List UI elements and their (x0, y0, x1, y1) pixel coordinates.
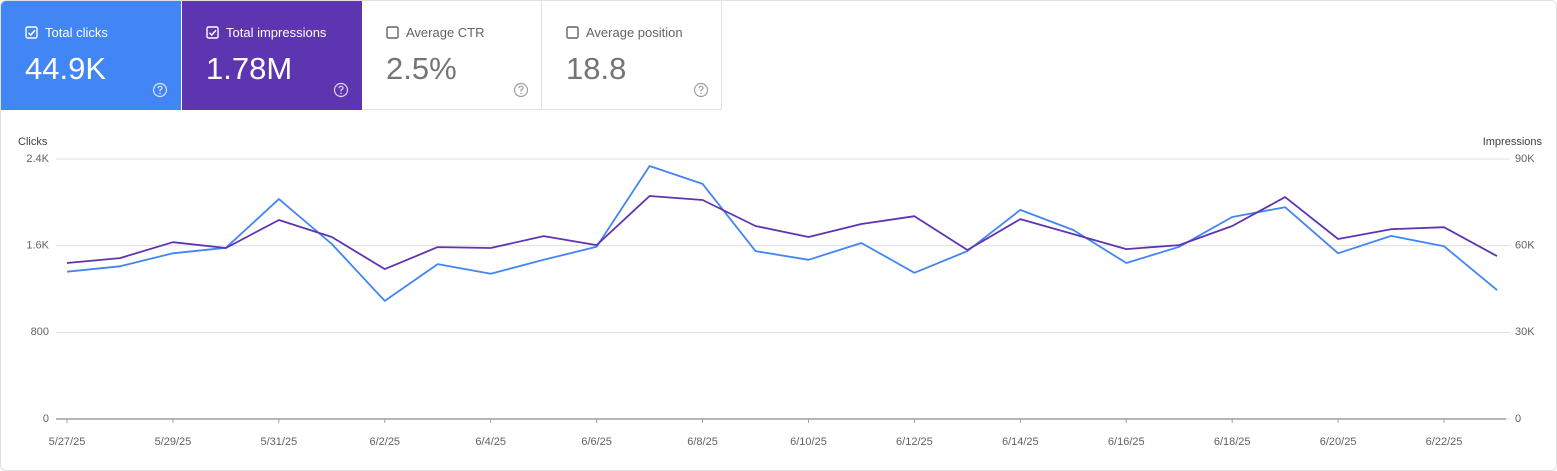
help-mark (518, 85, 524, 92)
y2-tick-label: 60K (1515, 240, 1535, 252)
help-dot (700, 92, 702, 95)
metric-value: 1.78M (206, 51, 293, 86)
metric-label: Total clicks (45, 25, 108, 40)
x-tick-label: 5/31/25 (261, 436, 298, 448)
x-tick-label: 5/29/25 (155, 436, 192, 448)
metric-card[interactable]: Average position 18.8 (542, 1, 722, 110)
x-tick-label: 6/12/25 (896, 436, 933, 448)
checkbox[interactable] (386, 26, 400, 40)
help-dot (159, 92, 161, 95)
x-tick-label: 6/4/25 (475, 436, 506, 448)
metric-card[interactable]: Average CTR 2.5% (362, 1, 542, 110)
help-circle (333, 82, 349, 98)
checkbox[interactable] (206, 26, 220, 40)
y-tick-label: 0 (43, 413, 49, 425)
y-tick-label: 1.6K (26, 240, 49, 252)
series-line (66, 165, 1498, 302)
x-tick-label: 6/2/25 (369, 436, 400, 448)
help-circle (513, 82, 529, 98)
help-dot (520, 92, 522, 95)
x-tick-label: 6/10/25 (790, 436, 827, 448)
checkmark (27, 29, 36, 37)
help-icon[interactable] (513, 82, 529, 98)
x-tick-label: 6/6/25 (581, 436, 612, 448)
help-icon[interactable] (333, 82, 349, 98)
y-axis-title: Clicks (18, 136, 48, 148)
help-icon[interactable] (152, 82, 168, 98)
y-tick-label: 800 (31, 326, 49, 338)
checkbox[interactable] (25, 26, 39, 40)
help-mark (338, 85, 344, 92)
y2-axis-title: Impressions (1483, 136, 1543, 148)
y-tick-label: 2.4K (26, 153, 49, 165)
help-dot (340, 92, 342, 95)
metric-card[interactable]: Total clicks 44.9K (1, 1, 181, 110)
x-tick-label: 6/20/25 (1320, 436, 1357, 448)
checkbox-frame (386, 26, 399, 39)
help-mark (698, 85, 704, 92)
x-tick-label: 6/16/25 (1108, 436, 1145, 448)
y2-tick-label: 90K (1515, 153, 1535, 165)
checkbox-frame (25, 26, 38, 39)
metric-value: 2.5% (386, 51, 457, 86)
x-tick-label: 6/14/25 (1002, 436, 1039, 448)
checkbox-frame (206, 26, 219, 39)
checkmark (208, 29, 217, 37)
x-tick-label: 6/18/25 (1214, 436, 1251, 448)
x-tick-label: 5/27/25 (49, 436, 86, 448)
help-icon[interactable] (693, 82, 709, 98)
help-circle (693, 82, 709, 98)
checkbox-frame (566, 26, 579, 39)
metric-label: Average CTR (406, 25, 485, 40)
x-tick-label: 6/22/25 (1426, 436, 1463, 448)
checkbox[interactable] (566, 26, 580, 40)
help-circle (152, 82, 168, 98)
series-line (66, 195, 1498, 270)
y2-tick-label: 0 (1515, 413, 1521, 425)
metric-label: Total impressions (226, 25, 327, 40)
metric-label: Average position (586, 25, 683, 40)
metric-value: 18.8 (566, 51, 627, 86)
metric-value: 44.9K (25, 51, 107, 86)
help-mark (157, 85, 163, 92)
metric-card[interactable]: Total impressions 1.78M (182, 1, 362, 110)
y2-tick-label: 30K (1515, 326, 1535, 338)
x-tick-label: 6/8/25 (687, 436, 718, 448)
